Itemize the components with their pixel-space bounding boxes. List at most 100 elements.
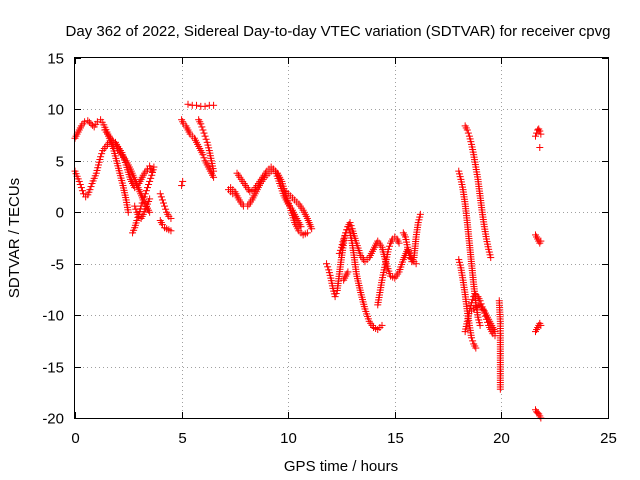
data-point — [145, 181, 153, 189]
data-point — [86, 186, 94, 194]
x-tick-label: 15 — [387, 430, 404, 447]
data-point — [162, 205, 170, 213]
data-point — [384, 245, 392, 253]
x-tick-label: 5 — [178, 430, 186, 447]
x-tick-label: 10 — [280, 430, 297, 447]
data-point — [178, 182, 186, 190]
data-point — [343, 226, 351, 234]
x-axis-label: GPS time / hours — [284, 458, 398, 475]
data-point — [158, 196, 166, 204]
data-point — [496, 385, 504, 393]
data-point — [198, 123, 206, 131]
data-point — [85, 118, 93, 126]
data-point — [342, 229, 350, 237]
data-point — [487, 254, 495, 262]
data-point — [324, 263, 332, 271]
data-point — [532, 132, 540, 140]
x-tick-label: 0 — [71, 430, 79, 447]
data-point — [132, 205, 140, 213]
y-tick-label: 0 — [56, 205, 64, 222]
data-point — [147, 174, 155, 182]
data-point — [156, 190, 164, 198]
data-point — [335, 249, 343, 257]
y-axis-label: SDTVAR / TECUs — [6, 178, 23, 298]
data-point — [468, 299, 476, 307]
x-tick-label: 25 — [600, 430, 617, 447]
data-point — [491, 328, 499, 336]
data-point — [124, 208, 132, 216]
data-point — [139, 196, 147, 204]
y-tick-label: -15 — [42, 360, 64, 377]
data-point — [229, 190, 237, 198]
data-point — [98, 150, 106, 158]
data-point — [200, 129, 208, 137]
axis-layer: 0 5 10 15 20 25 -20 -15 -10 -5 0 5 10 15 — [42, 51, 617, 448]
data-point — [138, 199, 146, 207]
data-point — [297, 223, 305, 231]
data-point — [146, 208, 154, 216]
data-point — [476, 321, 484, 329]
data-point — [340, 235, 348, 243]
data-point — [89, 121, 97, 129]
data-point — [87, 120, 95, 128]
data-point — [193, 101, 201, 109]
data-point — [137, 202, 145, 210]
data-point — [184, 100, 192, 108]
data-point — [141, 190, 149, 198]
data-point — [150, 163, 158, 171]
data-point — [469, 296, 477, 304]
data-point — [537, 321, 545, 329]
data-point — [76, 181, 84, 189]
y-tick-label: 10 — [47, 102, 64, 119]
data-point — [84, 117, 92, 125]
points-layer — [71, 100, 545, 422]
data-point — [201, 132, 209, 140]
data-point — [303, 229, 311, 237]
chart-title: Day 362 of 2022, Sidereal Day-to-day VTE… — [66, 23, 611, 40]
data-point — [468, 334, 476, 342]
data-point — [385, 242, 393, 250]
data-point — [179, 177, 187, 185]
data-point — [537, 130, 545, 138]
data-point — [536, 143, 544, 151]
data-point — [161, 202, 169, 210]
data-point — [87, 183, 95, 191]
data-point — [344, 268, 352, 276]
data-point — [472, 344, 480, 352]
data-point — [81, 118, 89, 126]
data-point — [336, 246, 344, 254]
data-point — [133, 217, 141, 225]
data-point — [210, 101, 218, 109]
data-point — [142, 187, 150, 195]
data-point — [537, 237, 545, 245]
y-tick-label: 5 — [56, 154, 64, 171]
data-point — [199, 126, 207, 134]
data-point — [331, 293, 339, 301]
data-point — [201, 102, 209, 110]
x-tick-label: 20 — [493, 430, 510, 447]
data-point — [347, 222, 355, 230]
data-point — [140, 193, 148, 201]
data-point — [146, 177, 154, 185]
data-point — [378, 321, 386, 329]
data-point — [332, 290, 340, 298]
data-point — [346, 219, 354, 227]
data-point — [78, 187, 86, 195]
data-point — [159, 199, 167, 207]
data-point — [412, 260, 420, 268]
plot-frame — [74, 57, 609, 419]
data-point — [167, 214, 175, 222]
data-point — [143, 184, 151, 192]
data-point — [323, 260, 331, 268]
data-point — [536, 127, 544, 135]
y-tick-label: -10 — [42, 308, 64, 325]
data-point — [157, 193, 165, 201]
y-tick-label: -20 — [42, 411, 64, 428]
data-point — [146, 195, 154, 203]
data-point — [200, 154, 208, 162]
data-point — [469, 337, 477, 345]
data-point — [416, 210, 424, 218]
